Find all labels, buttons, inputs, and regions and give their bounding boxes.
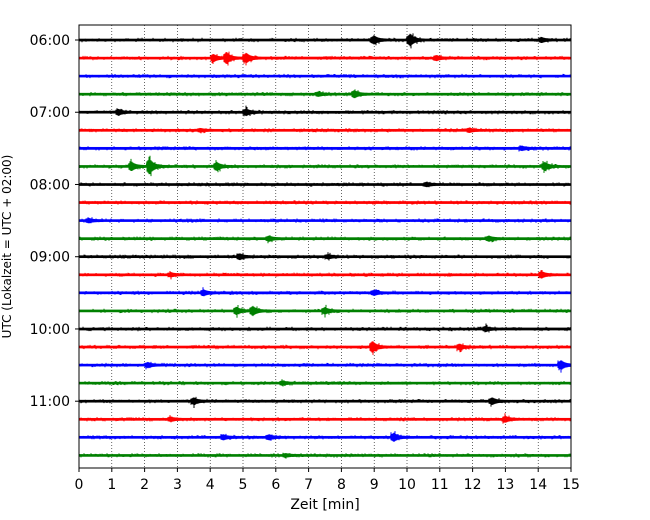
y-tick-label: 06:00 (30, 33, 70, 49)
trace-row (78, 200, 572, 205)
trace-row (78, 252, 572, 261)
x-tick-label: 0 (75, 477, 84, 493)
trace-row (78, 360, 572, 373)
trace-row (78, 105, 572, 117)
trace-row (78, 304, 572, 318)
y-tick-label: 11:00 (30, 394, 70, 410)
trace-row (78, 155, 572, 177)
trace-row (78, 217, 572, 224)
trace-row (78, 127, 572, 134)
trace-row (78, 323, 572, 333)
trace-row (78, 73, 572, 79)
x-tick-label: 7 (304, 477, 313, 493)
y-tick-label: 08:00 (30, 177, 70, 193)
x-tick-label: 13 (496, 477, 514, 493)
trace-row (78, 287, 572, 297)
x-tick-label: 2 (140, 477, 149, 493)
trace-row (78, 270, 572, 280)
plot-frame (78, 24, 572, 469)
x-tick-label: 9 (370, 477, 379, 493)
x-tick-label: 6 (271, 477, 280, 493)
x-gridlines (111, 25, 539, 468)
trace-row (78, 33, 572, 49)
trace-row (78, 181, 572, 188)
trace-row (78, 89, 572, 99)
x-tick-label: 4 (206, 477, 215, 493)
x-axis-label: Zeit [min] (290, 497, 359, 513)
x-tick-label: 14 (529, 477, 547, 493)
trace-row (78, 396, 572, 408)
x-tick-label: 1 (107, 477, 116, 493)
trace-row (78, 431, 572, 442)
x-tick-label: 11 (431, 477, 449, 493)
x-tick-label: 5 (239, 477, 248, 493)
x-tick-label: 10 (398, 477, 416, 493)
x-tick-label: 12 (464, 477, 482, 493)
y-tick-label: 09:00 (30, 250, 70, 266)
x-tick-label: 15 (562, 477, 580, 493)
x-tick-label: 8 (337, 477, 346, 493)
trace-row (78, 379, 572, 387)
trace-row (78, 413, 572, 424)
y-tick-label: 07:00 (30, 105, 70, 121)
y-tick-label: 10:00 (30, 322, 70, 338)
y-axis-ticks: 06:00 07:00 08:00 09:00 10:00 11:00 (30, 33, 79, 410)
trace-row (78, 452, 572, 459)
trace-row (78, 145, 572, 152)
x-tick-label: 3 (173, 477, 182, 493)
x-axis-ticks: 0 1 2 3 4 5 6 7 8 9 10 11 12 13 14 15 (75, 468, 580, 493)
trace-row (78, 235, 572, 244)
y-axis-label: UTC (Lokalzeit = UTC + 02:00) (0, 155, 14, 339)
seismogram-traces (78, 33, 572, 459)
trace-row (78, 341, 572, 355)
trace-row (78, 51, 572, 66)
